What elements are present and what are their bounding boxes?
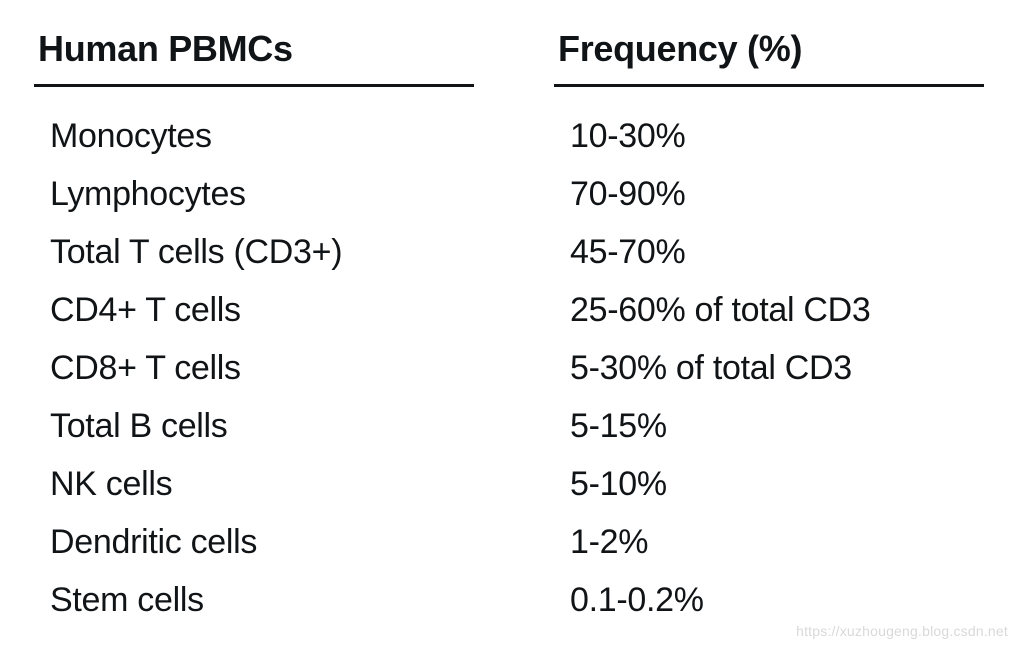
column-header-cell-type: Human PBMCs: [34, 28, 474, 87]
table-row: NK cells: [34, 455, 474, 513]
column-frequency: Frequency (%) 10-30% 70-90% 45-70% 25-60…: [554, 28, 984, 629]
table-row: 1-2%: [554, 513, 984, 571]
column-header-frequency: Frequency (%): [554, 28, 984, 87]
table-row: Dendritic cells: [34, 513, 474, 571]
table-row: 70-90%: [554, 165, 984, 223]
table-row: 5-10%: [554, 455, 984, 513]
table-row: 45-70%: [554, 223, 984, 281]
table-row: 10-30%: [554, 107, 984, 165]
column-cell-type: Human PBMCs Monocytes Lymphocytes Total …: [34, 28, 474, 629]
table-row: Stem cells: [34, 571, 474, 629]
table-row: Total T cells (CD3+): [34, 223, 474, 281]
table-row: 5-30% of total CD3: [554, 339, 984, 397]
table-row: CD4+ T cells: [34, 281, 474, 339]
table-row: 0.1-0.2%: [554, 571, 984, 629]
table-row: Monocytes: [34, 107, 474, 165]
table-row: 25-60% of total CD3: [554, 281, 984, 339]
table-row: Lymphocytes: [34, 165, 474, 223]
table-row: CD8+ T cells: [34, 339, 474, 397]
watermark-text: https://xuzhougeng.blog.csdn.net: [796, 623, 1008, 639]
pbmc-table: Human PBMCs Monocytes Lymphocytes Total …: [0, 0, 1024, 629]
table-row: Total B cells: [34, 397, 474, 455]
table-row: 5-15%: [554, 397, 984, 455]
